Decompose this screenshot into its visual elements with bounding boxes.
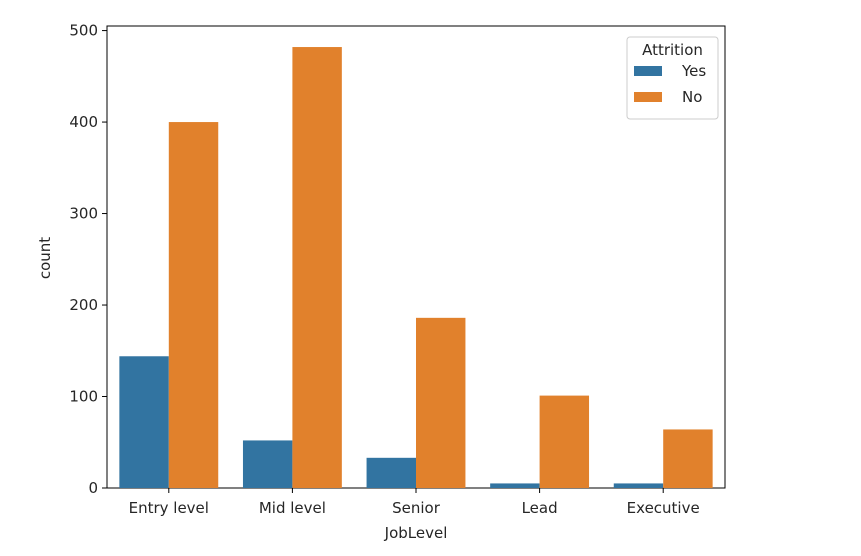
bars [119,47,713,489]
legend: Attrition Yes No [626,36,719,120]
bar-no-mid-level [292,47,342,488]
x-tick-label: Lead [522,499,558,517]
bar-no-entry-level [168,122,219,489]
y-tick-label: 200 [69,296,98,314]
x-tick-label: Senior [392,499,441,517]
plot-area: Entry level Mid level Senior Lead Executive … [69,22,726,517]
bar-yes-lead [490,483,540,488]
bar-yes-entry-level [119,356,169,488]
x-tick-label: Mid level [259,499,326,517]
x-axis-ticks: Entry level Mid level Senior Lead Executive [129,488,700,517]
y-tick-label: 300 [69,205,98,223]
y-tick-label: 100 [69,388,98,406]
bar-yes-executive [613,483,664,488]
y-tick-label: 0 [88,479,98,497]
x-axis-title: JobLevel [384,524,448,542]
legend-swatch-no [634,92,662,102]
bar-no-executive [663,429,713,488]
bar-no-senior [416,317,466,488]
y-tick-label: 400 [69,113,98,131]
legend-label-yes: Yes [681,62,706,80]
legend-swatch-yes [634,66,662,76]
legend-label-no: No [682,88,702,106]
y-axis-title: count [36,237,54,279]
bar-yes-senior [366,457,416,488]
y-tick-label: 500 [69,22,98,40]
bar-no-lead [539,395,590,488]
x-tick-label: Entry level [129,499,209,517]
legend-items: Yes No [634,62,706,106]
legend-title: Attrition [642,41,703,59]
x-tick-label: Executive [627,499,700,517]
bar-yes-mid-level [242,440,293,488]
y-axis-ticks: 0 100 200 300 400 500 [69,22,107,497]
